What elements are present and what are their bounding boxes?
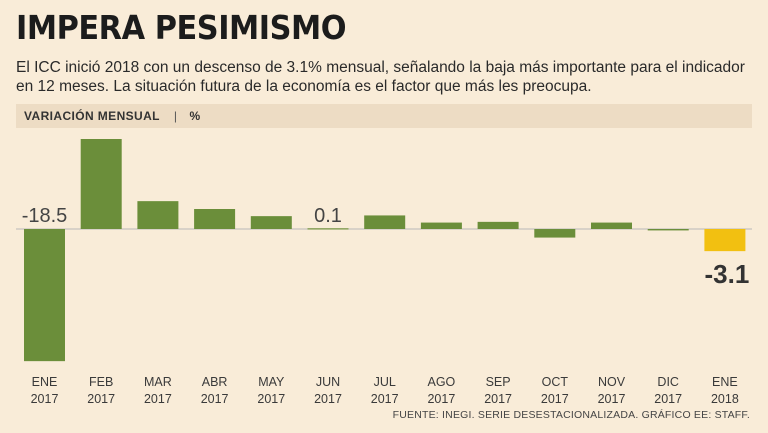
- x-tick-month: MAY: [258, 375, 285, 389]
- chart-title: IMPERA PESIMISMO: [16, 8, 347, 47]
- bar-mar-2017: [137, 201, 179, 229]
- bar-ago-2017: [420, 222, 462, 229]
- bar-ene-2018: [704, 229, 746, 252]
- data-label-ene-2018: -3.1: [704, 259, 749, 289]
- x-tick-year: 2017: [314, 392, 342, 406]
- unit-bar-separator: |: [173, 109, 178, 123]
- x-tick-year: 2017: [144, 392, 172, 406]
- x-tick-year: 2017: [598, 392, 626, 406]
- unit-bar-label: VARIACIÓN MENSUAL: [24, 109, 160, 123]
- bar-dic-2017: [647, 229, 689, 231]
- x-tick-month: JUL: [374, 375, 396, 389]
- x-tick-month: DIC: [657, 375, 679, 389]
- x-tick-year: 2017: [371, 392, 399, 406]
- bar-oct-2017: [534, 229, 576, 238]
- x-tick-month: MAR: [144, 375, 172, 389]
- x-tick-month: ENE: [32, 375, 58, 389]
- bar-may-2017: [250, 216, 292, 229]
- x-tick-year: 2017: [484, 392, 512, 406]
- x-tick-year: 2017: [257, 392, 285, 406]
- bar-jul-2017: [364, 215, 406, 229]
- x-tick-month: ABR: [202, 375, 228, 389]
- x-tick-month: JUN: [316, 375, 340, 389]
- bar-feb-2017: [80, 139, 122, 229]
- bar-ene-2017: [24, 229, 65, 362]
- unit-bar: VARIACIÓN MENSUAL | %: [16, 104, 752, 128]
- x-tick-month: AGO: [428, 375, 456, 389]
- bar-abr-2017: [194, 209, 236, 229]
- x-tick-month: FEB: [89, 375, 113, 389]
- data-label-jun-2017: 0.1: [314, 205, 342, 227]
- x-tick-year: 2018: [711, 392, 739, 406]
- x-tick-year: 2017: [201, 392, 229, 406]
- unit-bar-unit: %: [189, 109, 201, 123]
- x-tick-month: SEP: [486, 375, 511, 389]
- x-tick-month: NOV: [598, 375, 626, 389]
- x-tick-year: 2017: [654, 392, 682, 406]
- source-note: FUENTE: INEGI. SERIE DESESTACIONALIZADA.…: [392, 409, 750, 421]
- x-tick-year: 2017: [427, 392, 455, 406]
- x-tick-year: 2017: [31, 392, 59, 406]
- bar-nov-2017: [591, 222, 632, 229]
- chart-subtitle: El ICC inició 2018 con un descenso de 3.…: [16, 59, 745, 95]
- x-tick-year: 2017: [541, 392, 569, 406]
- x-tick-year: 2017: [87, 392, 115, 406]
- bar-sep-2017: [477, 221, 519, 229]
- x-tick-month: ENE: [712, 375, 738, 389]
- bar-jun-2017: [307, 228, 349, 230]
- x-tick-month: OCT: [542, 375, 569, 389]
- data-label-ene-2017: -18.5: [22, 205, 68, 227]
